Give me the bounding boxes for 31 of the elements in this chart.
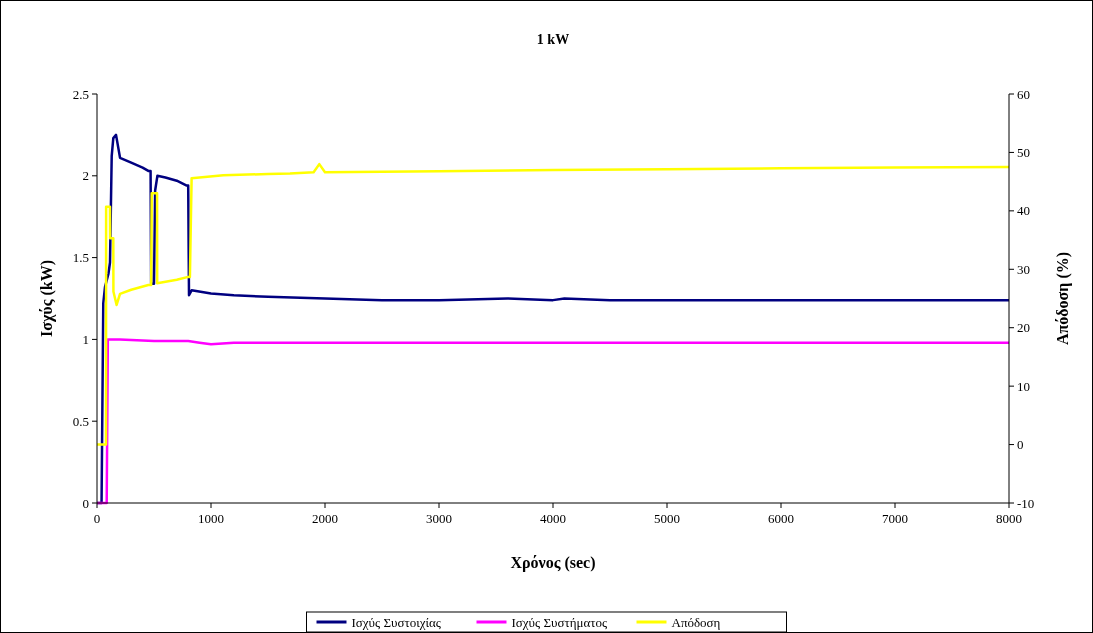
y-tick-label: 1.5 xyxy=(72,250,89,266)
y2-tick-label: 10 xyxy=(1017,378,1030,394)
y2-tick-label: 40 xyxy=(1017,203,1030,219)
y2-tick-label: 50 xyxy=(1017,144,1030,160)
x-tick-label: 7000 xyxy=(882,511,908,526)
legend-label: Απόδοση xyxy=(671,614,721,630)
y-tick-label: 2.5 xyxy=(72,86,89,102)
chart-title: 1 kW xyxy=(536,32,570,47)
x-tick-label: 4000 xyxy=(540,511,566,526)
x-tick-label: 2000 xyxy=(312,511,338,526)
y-tick-label: 0 xyxy=(82,495,89,511)
x-tick-label: 6000 xyxy=(768,511,794,526)
x-tick-label: 0 xyxy=(93,511,101,526)
y-tick-label: 2 xyxy=(82,168,89,184)
x-tick-label: 1000 xyxy=(198,511,224,526)
line-series xyxy=(95,162,1011,446)
legend-label: Ισχύς Συστήματος xyxy=(511,614,608,630)
x-tick-label: 8000 xyxy=(996,511,1022,526)
y2-tick-label: 20 xyxy=(1017,320,1030,336)
y-tick-label: 1 xyxy=(82,331,89,347)
x-tick-label: 3000 xyxy=(426,511,452,526)
y-tick-label: 0.5 xyxy=(72,413,89,429)
y-axis-title: Ισχύς (kW) xyxy=(38,260,56,337)
y2-tick-label: 60 xyxy=(1017,86,1030,102)
y2-tick-label: -10 xyxy=(1017,495,1035,511)
x-axis-title: Χρόνος (sec) xyxy=(510,554,596,572)
y2-tick-label: 0 xyxy=(1017,437,1024,453)
x-tick-label: 5000 xyxy=(654,511,680,526)
y2-tick-label: 30 xyxy=(1017,261,1030,277)
y2-axis-title: Απόδοση (%) xyxy=(1054,251,1072,346)
legend-label: Ισχύς Συστοιχίας xyxy=(351,614,442,630)
